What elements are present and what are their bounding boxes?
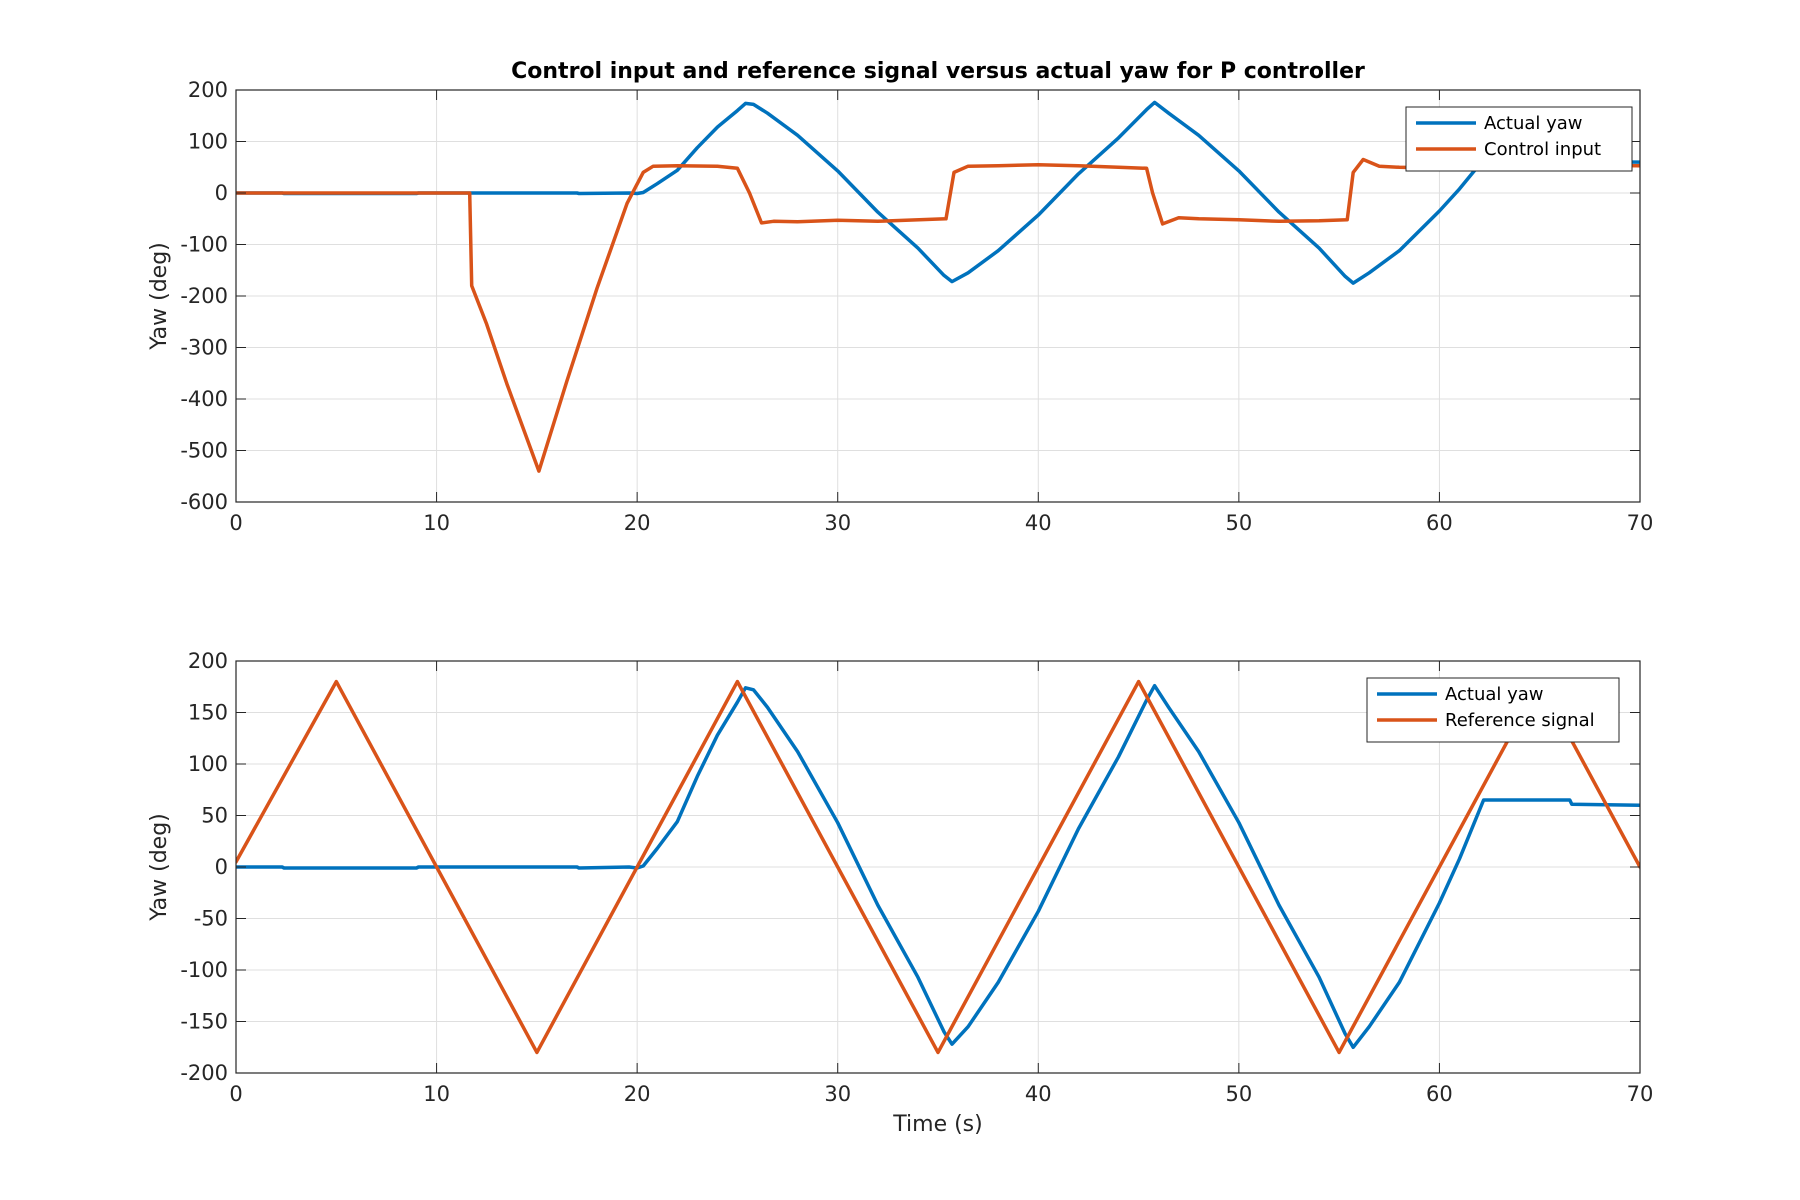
series-group — [236, 679, 1640, 1055]
x-tick-label: 30 — [824, 511, 851, 535]
y-tick-label: -200 — [180, 1061, 228, 1085]
series-line-2 — [236, 679, 1640, 1055]
legend: Actual yaw Control input — [1405, 106, 1633, 172]
x-tick-label: 50 — [1225, 511, 1252, 535]
legend-label: Reference signal — [1445, 710, 1595, 731]
x-tick-label: 60 — [1426, 511, 1453, 535]
y-tick-label: -500 — [180, 439, 228, 463]
y-tick-label: -50 — [194, 907, 228, 931]
y-tick-label: -300 — [180, 336, 228, 360]
x-tick-label: 40 — [1025, 511, 1052, 535]
y-axis-label: Yaw (deg) — [147, 242, 172, 351]
x-tick-label: 0 — [229, 511, 242, 535]
series-line-1 — [236, 683, 1640, 1050]
y-tick-label: -400 — [180, 387, 228, 411]
bottom-plot: 0 10 20 30 40 50 60 70 200 150 100 50 0 -50 -100 -150 -2… — [147, 649, 1653, 1137]
x-tick-label: 20 — [624, 1082, 651, 1106]
series-line-2 — [236, 157, 1640, 473]
y-tick-label: -600 — [180, 490, 228, 514]
y-tick-label: -150 — [180, 1010, 228, 1034]
x-tick-label: 50 — [1225, 1082, 1252, 1106]
x-tick-label: 0 — [229, 1082, 242, 1106]
y-tick-label: -100 — [180, 233, 228, 257]
x-tick-label: 40 — [1025, 1082, 1052, 1106]
y-tick-label: 0 — [215, 855, 228, 879]
y-tick-label: 150 — [188, 701, 228, 725]
x-tick-label: 10 — [423, 511, 450, 535]
y-tick-label: 0 — [215, 181, 228, 205]
x-axis-label: Time (s) — [892, 1112, 982, 1137]
legend-box — [1366, 677, 1620, 743]
y-tick-label: 200 — [188, 78, 228, 102]
top-plot: 0 10 20 30 40 50 60 70 200 100 0 -100 -200 -300 -400 -5… — [147, 78, 1653, 535]
y-tick-label: -200 — [180, 284, 228, 308]
x-tick-label: 10 — [423, 1082, 450, 1106]
x-tick-label: 30 — [824, 1082, 851, 1106]
legend: Actual yaw Reference signal — [1366, 677, 1620, 743]
x-tick-label: 70 — [1627, 511, 1654, 535]
legend-label: Actual yaw — [1445, 684, 1544, 705]
legend-box — [1405, 106, 1633, 172]
y-tick-label: -100 — [180, 958, 228, 982]
legend-label: Control input — [1484, 139, 1601, 160]
chart-title: Control input and reference signal versu… — [511, 59, 1365, 84]
x-tick-label: 70 — [1627, 1082, 1654, 1106]
y-tick-label: 100 — [188, 752, 228, 776]
x-tick-label: 20 — [624, 511, 651, 535]
y-tick-label: 50 — [201, 804, 228, 828]
y-axis-label: Yaw (deg) — [147, 813, 172, 922]
x-tick-label: 60 — [1426, 1082, 1453, 1106]
y-tick-label: 100 — [188, 130, 228, 154]
series-group — [236, 100, 1640, 473]
legend-label: Actual yaw — [1484, 113, 1583, 134]
y-tick-label: 200 — [188, 649, 228, 673]
